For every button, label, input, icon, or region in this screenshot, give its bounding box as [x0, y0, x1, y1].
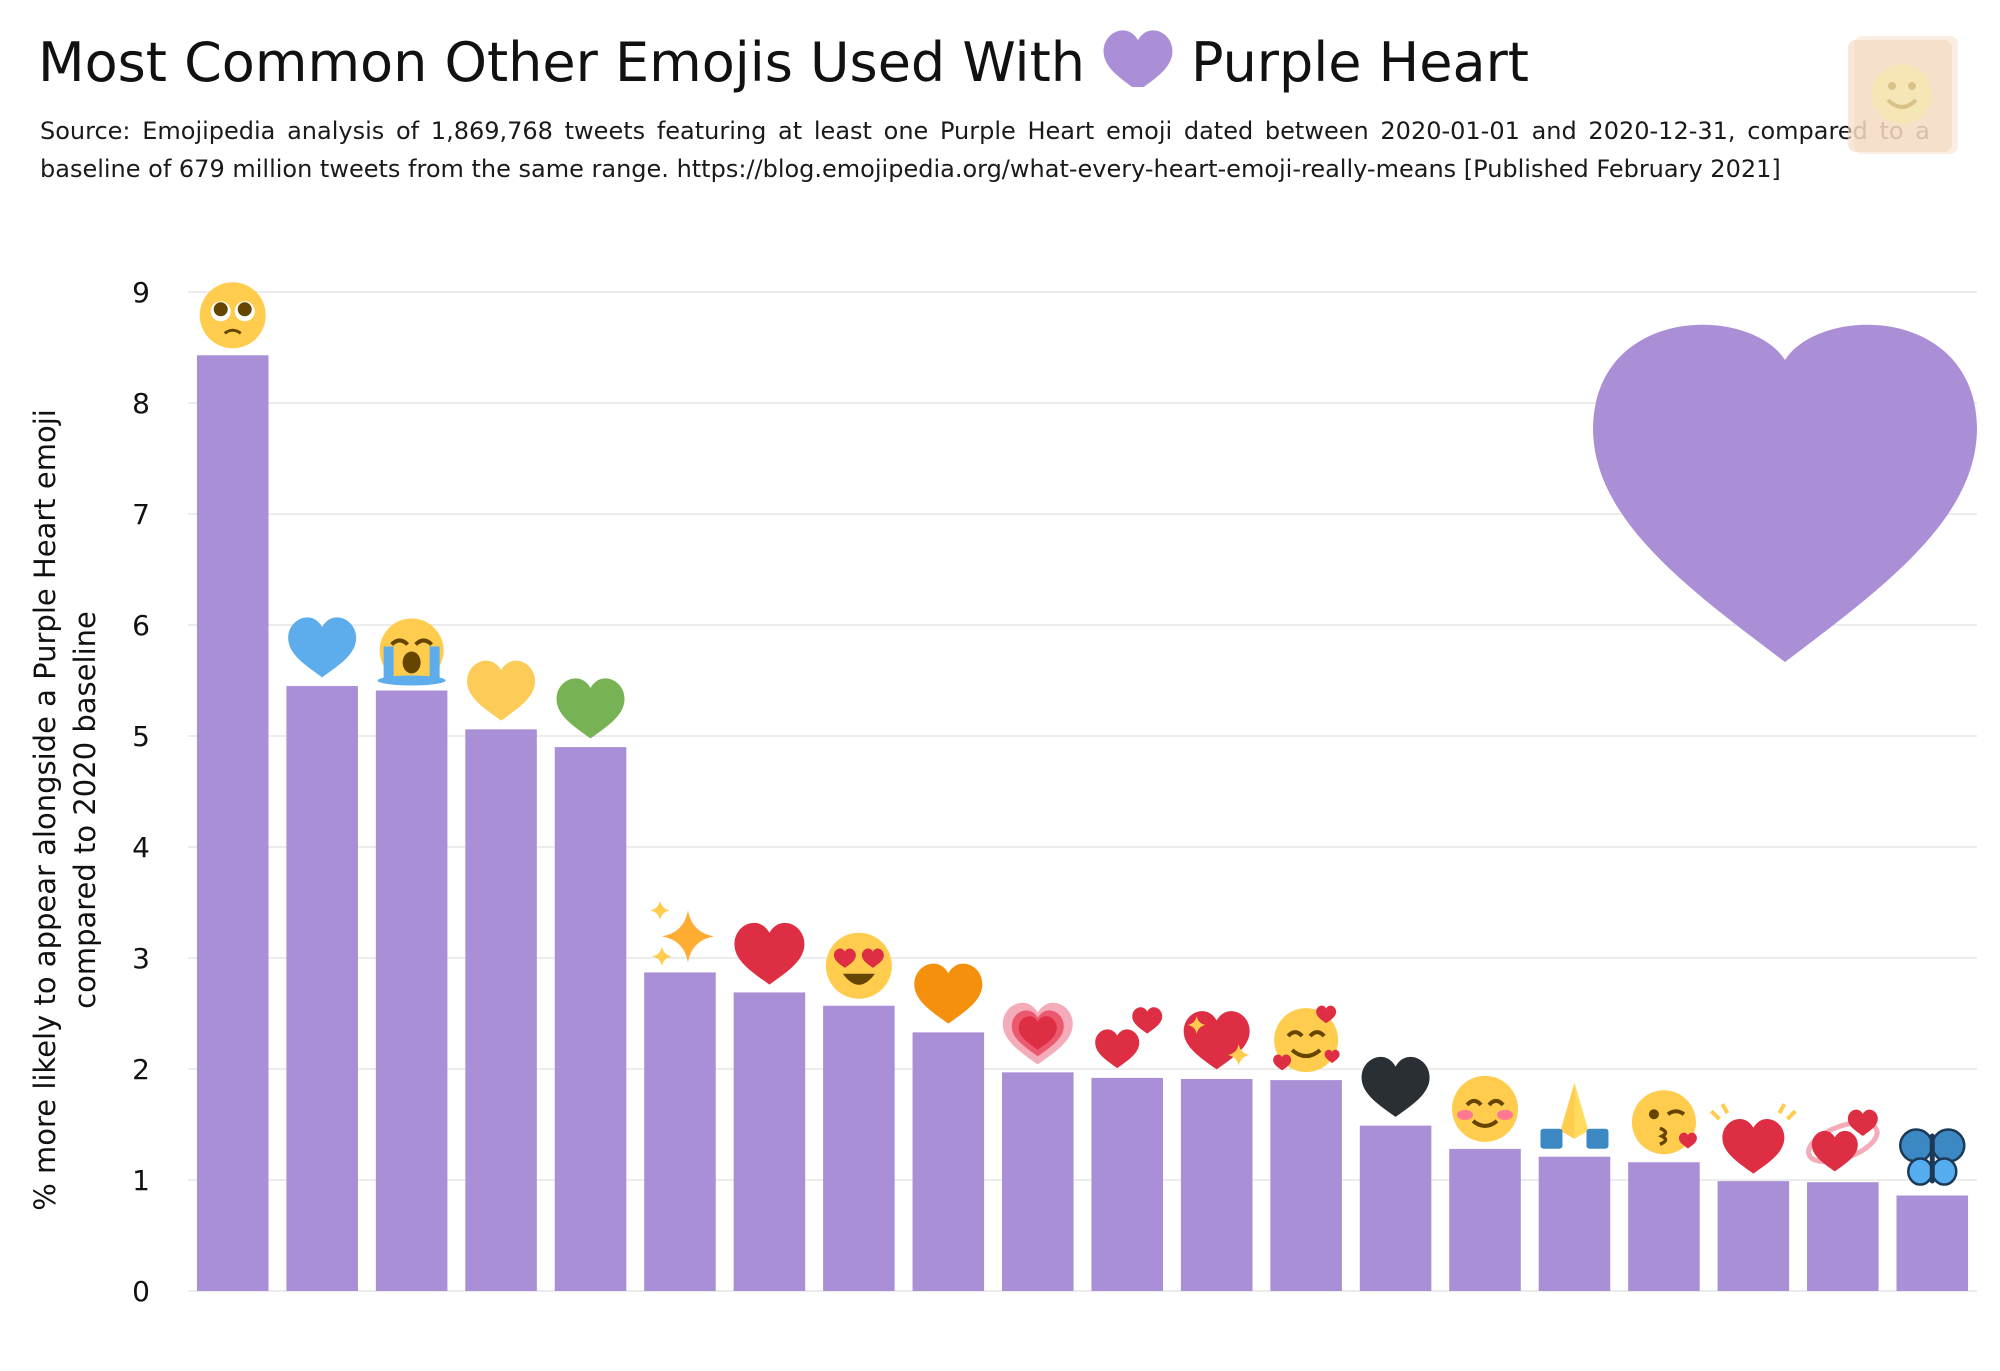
y-tick-label: 8	[132, 387, 150, 420]
red-heart-icon	[734, 922, 805, 985]
y-tick-label: 1	[132, 1164, 150, 1197]
y-tick-label: 7	[132, 498, 150, 531]
kissing-face-icon	[1631, 1090, 1697, 1155]
y-tick-label: 4	[132, 831, 150, 864]
y-tick-label: 0	[132, 1275, 150, 1308]
bar-sparkling-heart	[1180, 1078, 1253, 1291]
bar-butterfly	[1896, 1195, 1969, 1291]
bar-smiling-face-blush	[1449, 1148, 1521, 1291]
y-axis-title: % more likely to appear alongside a Purp…	[28, 409, 62, 1211]
smiling-face-with-hearts-icon	[1273, 1005, 1340, 1073]
sparkles-icon	[649, 900, 714, 967]
bar-blue-heart	[286, 686, 358, 1291]
bar-beating-heart	[1717, 1181, 1790, 1291]
y-axis-title: compared to 2020 baseline	[68, 611, 102, 1009]
bar-folded-hands	[1538, 1156, 1611, 1291]
bar-yellow-heart	[465, 729, 537, 1291]
bar-smiling-face-with-hearts	[1270, 1080, 1342, 1291]
revolving-hearts-icon	[1806, 1109, 1880, 1172]
title-text-after: Purple Heart	[1190, 30, 1529, 94]
beating-heart-icon	[1709, 1103, 1797, 1174]
bar-green-heart	[554, 747, 627, 1291]
chart-title: Most Common Other Emojis Used With Purpl…	[38, 22, 1529, 102]
two-hearts-icon	[1095, 1007, 1163, 1069]
blue-heart-icon	[288, 617, 357, 678]
y-tick-label: 2	[132, 1053, 150, 1086]
purple-heart-icon	[1103, 25, 1173, 100]
bar-growing-heart	[1001, 1072, 1074, 1291]
folded-hands-icon	[1540, 1082, 1609, 1149]
bar-heart-eyes-face	[823, 1005, 895, 1291]
loudly-crying-face-icon	[377, 618, 446, 686]
title-text-before: Most Common Other Emojis Used With	[38, 30, 1085, 94]
y-tick-label: 5	[132, 720, 150, 753]
heart-eyes-face-icon	[825, 932, 892, 999]
bar-sparkles	[644, 972, 716, 1291]
black-heart-icon	[1361, 1056, 1430, 1117]
bar-black-heart	[1359, 1125, 1432, 1291]
chart-subtitle: Source: Emojipedia analysis of 1,869,768…	[40, 117, 1930, 183]
bar-orange-heart	[912, 1032, 985, 1291]
y-tick-label: 3	[132, 942, 150, 975]
orange-heart-icon	[914, 963, 983, 1024]
large-purple-heart-icon	[1593, 324, 1977, 662]
bar-loudly-crying-face	[375, 690, 448, 1291]
smiling-face-blush-icon	[1452, 1075, 1519, 1142]
yellow-heart-icon	[467, 660, 536, 721]
bar-two-hearts	[1091, 1077, 1164, 1291]
pleading-face-icon	[199, 282, 266, 349]
growing-heart-icon	[1002, 1002, 1073, 1065]
y-tick-label: 6	[132, 609, 150, 642]
bar-red-heart	[733, 992, 806, 1291]
y-tick-label: 9	[132, 276, 150, 309]
sparkling-heart-icon	[1183, 1011, 1250, 1070]
bar-kissing-face	[1628, 1162, 1700, 1291]
emojipedia-logo-icon	[1840, 30, 1970, 164]
green-heart-icon	[556, 678, 625, 739]
bar-revolving-hearts	[1807, 1182, 1879, 1291]
butterfly-icon	[1899, 1128, 1966, 1186]
bar-pleading-face	[196, 355, 269, 1291]
